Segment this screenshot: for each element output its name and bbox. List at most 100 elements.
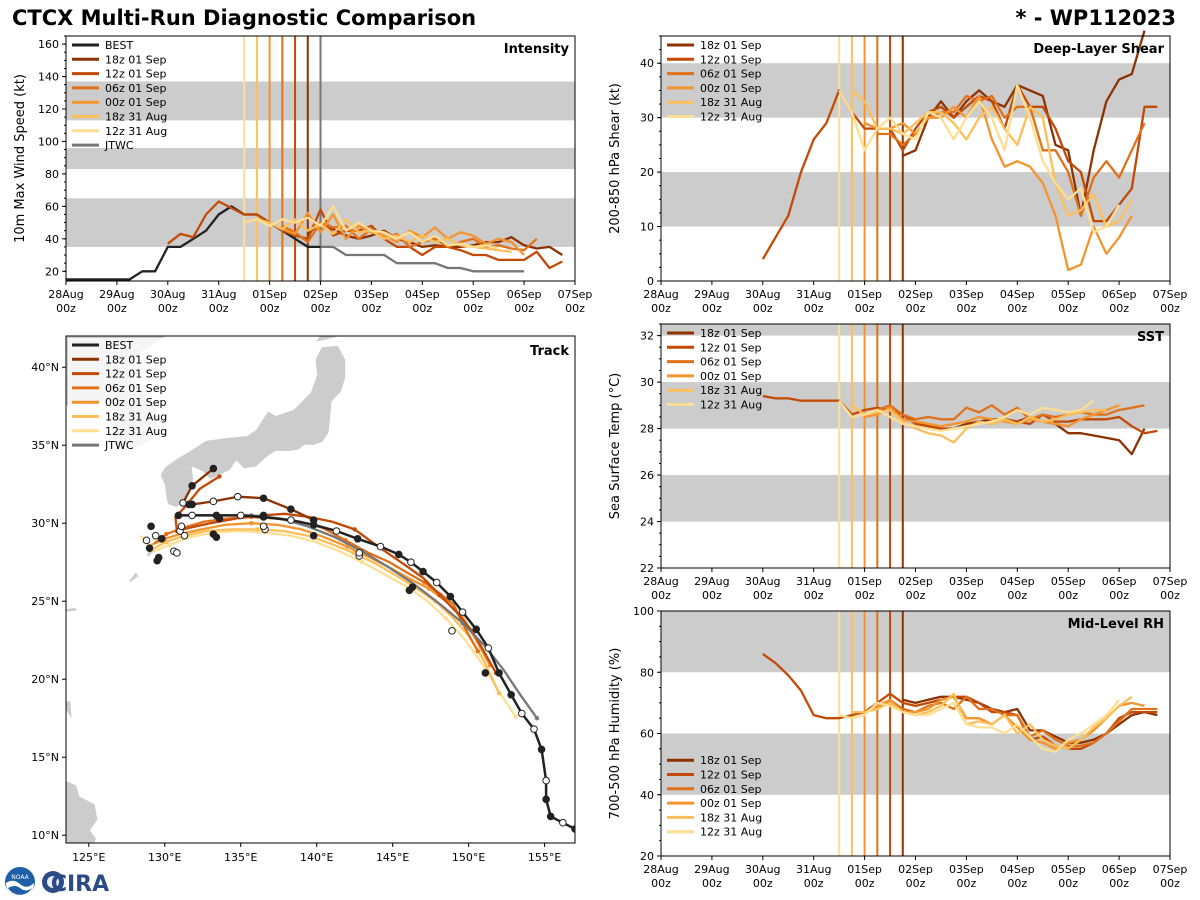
series-line-18z-31-aug: [851, 404, 1107, 444]
x-tick-label-hour: 00z: [1007, 877, 1027, 890]
y-tick-label: 30°N: [31, 517, 59, 530]
shaded-band: [661, 475, 1170, 522]
y-tick-label: 10°N: [31, 829, 59, 842]
track-point: [360, 560, 365, 565]
legend-label: 06z 01 Sep: [105, 382, 167, 395]
y-tick-label: 35°N: [31, 439, 59, 452]
x-tick-label-day: 01Sep: [847, 288, 882, 301]
y-tick-label: 40: [640, 57, 654, 70]
series-line-12z-31-aug: [838, 83, 1121, 234]
y-tick-label: 100: [38, 135, 59, 148]
legend-label: 12z 01 Sep: [105, 368, 167, 381]
x-tick-label-hour: 00z: [804, 877, 824, 890]
luzon-land: [66, 700, 73, 721]
panel-title: Track: [530, 344, 569, 359]
x-tick-label-hour: 00z: [1007, 302, 1027, 315]
y-tick-label: 30: [640, 112, 654, 125]
x-tick-label-day: 31Aug: [796, 863, 831, 876]
track-line-best: [178, 514, 575, 831]
best-track-point: [209, 497, 218, 506]
y-tick-label: 100: [633, 605, 654, 618]
x-tick-label-hour: 00z: [311, 302, 331, 315]
legend-label: 00z 01 Sep: [700, 797, 762, 810]
y-tick-label: 140: [38, 71, 59, 84]
x-tick-label: 135°E: [224, 851, 257, 864]
y-tick-label: 15°N: [31, 751, 59, 764]
legend-label: 00z 01 Sep: [700, 82, 762, 95]
best-track-point: [233, 492, 242, 501]
legend-label: 12z 31 Aug: [105, 425, 167, 438]
x-tick-label-day: 07Sep: [1153, 575, 1188, 588]
series-line-jtwc: [320, 245, 525, 273]
chart-title: CTCX Multi-Run Diagnostic Comparison: [12, 6, 477, 30]
legend-label: 06z 01 Sep: [700, 783, 762, 796]
legend-label: 18z 31 Aug: [700, 384, 762, 397]
series-line-18z-01-sep: [902, 695, 1158, 744]
x-tick-label-hour: 00z: [957, 302, 977, 315]
best-track-point: [407, 558, 415, 567]
x-tick-label-day: 06Sep: [1102, 863, 1137, 876]
y-axis-label: 10m Max Wind Speed (kt): [13, 74, 28, 243]
x-tick-label-day: 03Sep: [354, 288, 389, 301]
x-tick-label-hour: 00z: [1058, 302, 1078, 315]
y-tick-label: 60: [45, 200, 59, 213]
x-tick-label: 130°E: [148, 851, 181, 864]
plot-frame: [65, 335, 576, 844]
legend-label: 12z 31 Aug: [105, 125, 167, 138]
series-line-12z-31-aug: [838, 399, 1095, 433]
track-point: [437, 592, 442, 598]
x-tick-label-day: 28Aug: [643, 575, 678, 588]
position-marker: [151, 531, 160, 540]
best-track-point: [188, 481, 196, 490]
series-line-06z-01-sep: [876, 404, 1145, 421]
x-tick-label-day: 06Sep: [1102, 288, 1137, 301]
x-tick-label-hour: 00z: [565, 302, 585, 315]
legend-label: 00z 01 Sep: [105, 96, 167, 109]
position-marker: [173, 549, 181, 557]
x-tick-label-hour: 00z: [1007, 589, 1027, 602]
position-marker: [142, 536, 151, 545]
y-tick-label: 10: [640, 221, 654, 234]
x-tick-label-hour: 00z: [855, 877, 875, 890]
x-tick-label-day: 01Sep: [847, 575, 882, 588]
x-tick-label-day: 03Sep: [949, 863, 984, 876]
position-marker: [147, 522, 155, 531]
best-track-point: [458, 608, 467, 616]
position-marker: [355, 549, 364, 557]
track-point: [350, 550, 356, 556]
best-track-point: [530, 725, 538, 733]
panel-title: Deep-Layer Shear: [1033, 42, 1164, 57]
x-tick-label: 140°E: [300, 851, 333, 864]
best-track-point: [188, 511, 196, 520]
legend-label: BEST: [105, 339, 133, 352]
noaa-logo-text: NOAA: [11, 874, 29, 881]
yaeyama-land: [66, 606, 80, 613]
legend-label: 18z 31 Aug: [700, 811, 762, 824]
x-tick-label-hour: 00z: [107, 302, 127, 315]
x-tick-label-hour: 00z: [906, 302, 926, 315]
legend-label: 06z 01 Sep: [700, 68, 762, 81]
x-tick-label-day: 30Aug: [150, 288, 185, 301]
legend-label: 12z 01 Sep: [700, 341, 762, 354]
legend-label: 18z 01 Sep: [105, 53, 167, 66]
position-marker: [180, 531, 189, 540]
x-tick-label: 155°E: [528, 851, 561, 864]
x-tick-label-hour: 00z: [463, 302, 483, 315]
position-marker: [259, 511, 268, 520]
best-track-point: [209, 464, 218, 473]
series-line-12z-31-aug: [243, 205, 499, 250]
x-tick-label-hour: 00z: [804, 589, 824, 602]
shaded-band: [661, 324, 1170, 336]
series-line-12z-31-aug: [838, 699, 1120, 754]
track-point: [475, 648, 480, 654]
track-line-06z-01-sep: [153, 515, 479, 652]
track-point: [496, 691, 502, 696]
noaa-logo-icon: NOAA: [5, 867, 35, 898]
y-tick-label: 26: [640, 469, 654, 482]
x-tick-label-day: 06Sep: [507, 288, 542, 301]
y-tick-label: 120: [38, 103, 59, 116]
best-track-point: [537, 745, 546, 754]
best-track-point: [472, 625, 481, 634]
legend-label: 00z 01 Sep: [105, 396, 167, 409]
